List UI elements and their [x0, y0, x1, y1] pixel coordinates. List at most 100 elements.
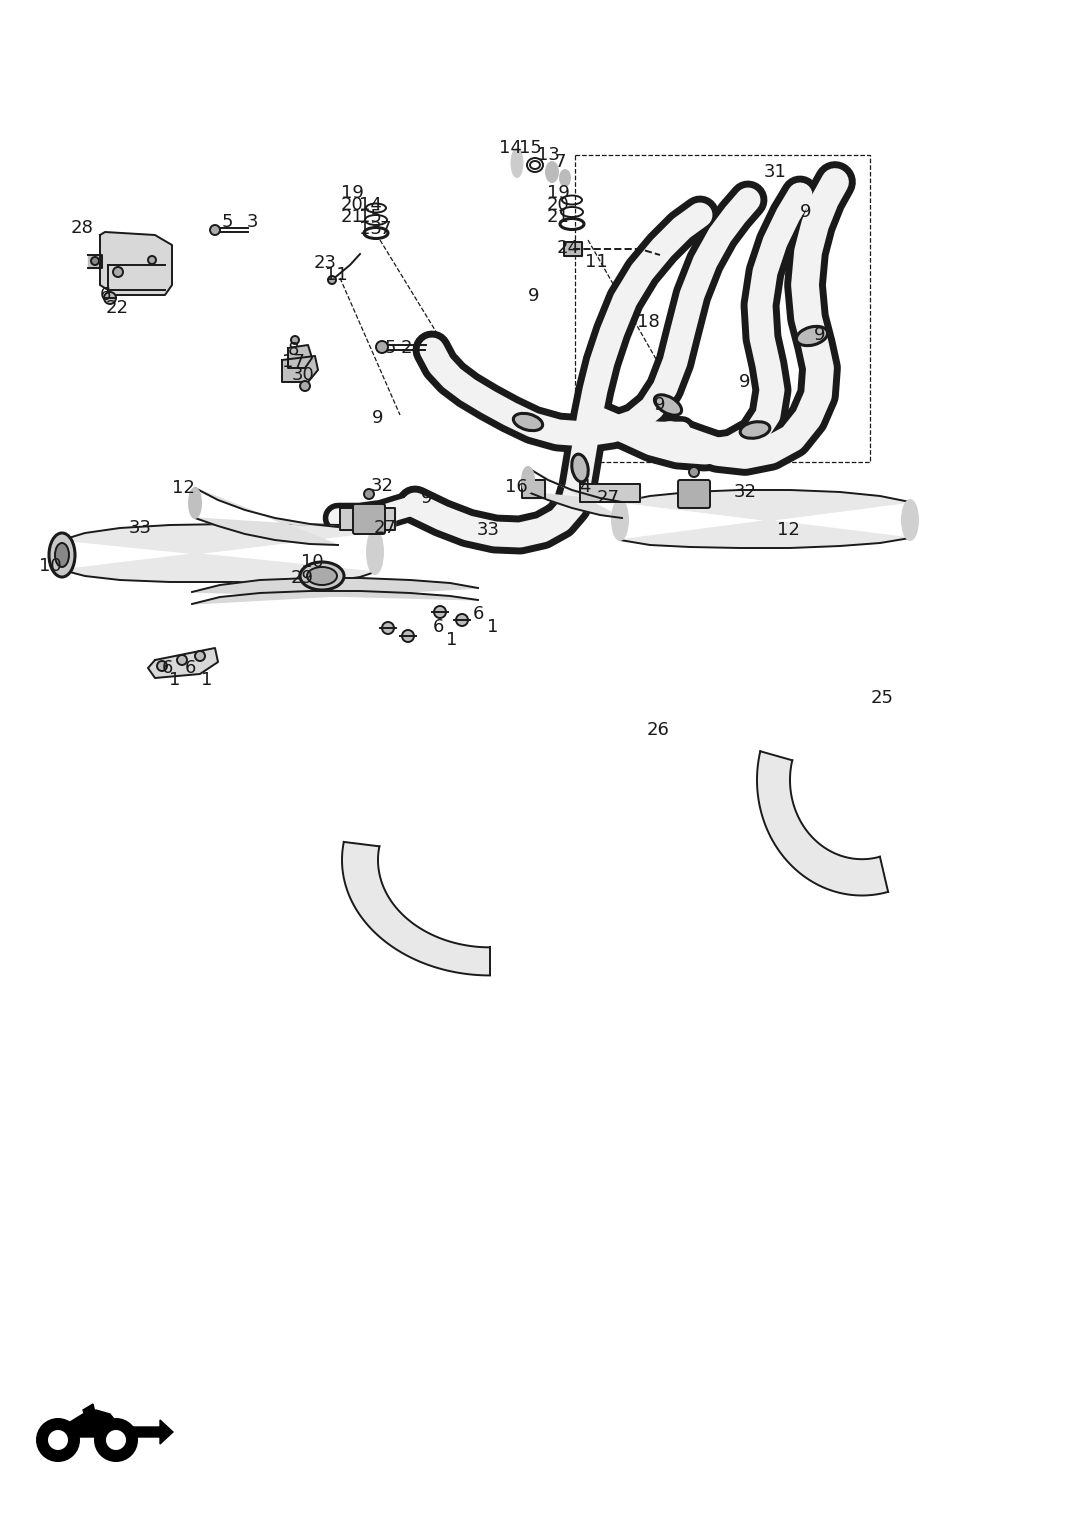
Polygon shape	[100, 232, 172, 294]
Ellipse shape	[55, 543, 69, 567]
Text: 1: 1	[446, 631, 458, 650]
Text: 29: 29	[290, 569, 313, 587]
Ellipse shape	[612, 500, 628, 540]
Text: 9: 9	[801, 203, 812, 221]
Text: 13: 13	[537, 146, 560, 165]
Polygon shape	[192, 578, 478, 604]
Text: 9: 9	[655, 396, 666, 413]
Circle shape	[376, 342, 388, 352]
Circle shape	[36, 1418, 80, 1462]
Ellipse shape	[796, 326, 828, 346]
Ellipse shape	[300, 563, 344, 590]
Circle shape	[382, 622, 394, 634]
Text: 20: 20	[547, 197, 570, 214]
Text: 10: 10	[301, 554, 323, 570]
Text: 8: 8	[287, 342, 299, 358]
Polygon shape	[148, 648, 218, 679]
Text: 5: 5	[221, 214, 232, 230]
Text: 26: 26	[647, 721, 670, 740]
Circle shape	[106, 1430, 125, 1450]
Text: 18: 18	[637, 313, 659, 331]
Ellipse shape	[546, 162, 558, 181]
Text: 17: 17	[281, 352, 304, 371]
Text: 32: 32	[371, 477, 394, 496]
Text: 6: 6	[184, 659, 195, 677]
Text: 7: 7	[554, 152, 566, 171]
Text: 19: 19	[340, 185, 363, 201]
Text: 1: 1	[488, 618, 499, 636]
Polygon shape	[528, 468, 622, 518]
Text: 9: 9	[421, 490, 433, 506]
Polygon shape	[62, 525, 375, 583]
Text: 9: 9	[740, 374, 751, 390]
Text: 21: 21	[547, 207, 570, 226]
Ellipse shape	[367, 531, 383, 573]
Text: 14: 14	[359, 197, 382, 214]
Circle shape	[434, 605, 446, 618]
Text: 28: 28	[71, 220, 94, 236]
Polygon shape	[341, 842, 490, 976]
Text: 5: 5	[384, 339, 396, 357]
Text: 27: 27	[373, 518, 396, 537]
FancyBboxPatch shape	[678, 480, 710, 508]
Text: 13: 13	[359, 220, 382, 238]
Circle shape	[104, 291, 116, 303]
Text: 9: 9	[372, 409, 384, 427]
Text: 19: 19	[547, 185, 570, 201]
Ellipse shape	[512, 149, 523, 177]
Text: 15: 15	[518, 139, 541, 157]
Ellipse shape	[514, 413, 542, 430]
Text: 6: 6	[472, 605, 483, 624]
Text: 1: 1	[202, 671, 213, 689]
Text: 25: 25	[871, 689, 894, 708]
Circle shape	[91, 258, 99, 265]
Text: 15: 15	[359, 207, 382, 226]
Text: 7: 7	[380, 220, 391, 238]
Circle shape	[401, 630, 413, 642]
Ellipse shape	[902, 500, 918, 540]
Circle shape	[195, 651, 205, 660]
Polygon shape	[620, 490, 910, 547]
Circle shape	[300, 381, 310, 390]
Text: 31: 31	[764, 163, 787, 181]
Circle shape	[94, 1418, 137, 1462]
Ellipse shape	[189, 488, 201, 518]
Ellipse shape	[572, 454, 588, 482]
Polygon shape	[521, 480, 546, 499]
Circle shape	[456, 615, 468, 625]
Text: 12: 12	[777, 522, 800, 538]
Circle shape	[48, 1430, 68, 1450]
Text: 21: 21	[340, 207, 363, 226]
Ellipse shape	[51, 535, 73, 573]
Polygon shape	[340, 508, 395, 531]
Text: 9: 9	[814, 326, 826, 345]
Polygon shape	[60, 1411, 118, 1437]
Text: 3: 3	[247, 214, 257, 230]
Text: 6: 6	[432, 618, 444, 636]
Circle shape	[291, 336, 299, 345]
Text: 30: 30	[291, 366, 314, 384]
Text: 2: 2	[400, 339, 411, 357]
Text: 9: 9	[528, 287, 540, 305]
Ellipse shape	[307, 567, 337, 586]
Text: 20: 20	[340, 197, 363, 214]
Polygon shape	[288, 345, 312, 368]
Circle shape	[328, 276, 336, 284]
Circle shape	[364, 490, 374, 499]
Polygon shape	[133, 1420, 173, 1444]
Text: 33: 33	[129, 518, 152, 537]
Ellipse shape	[740, 422, 770, 438]
Text: 32: 32	[733, 483, 756, 502]
Text: 16: 16	[505, 477, 527, 496]
Circle shape	[157, 660, 167, 671]
Text: 14: 14	[499, 139, 521, 157]
Polygon shape	[564, 242, 582, 256]
Text: 6: 6	[99, 287, 110, 303]
Polygon shape	[83, 1405, 96, 1420]
Ellipse shape	[655, 395, 682, 415]
Text: 11: 11	[585, 253, 608, 271]
Text: 27: 27	[597, 490, 620, 506]
Circle shape	[209, 226, 220, 235]
Polygon shape	[88, 255, 101, 268]
Text: 22: 22	[106, 299, 129, 317]
